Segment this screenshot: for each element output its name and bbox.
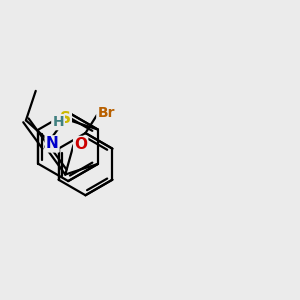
Text: S: S xyxy=(60,111,71,126)
Text: O: O xyxy=(74,137,87,152)
Text: H: H xyxy=(52,115,64,129)
Text: N: N xyxy=(46,136,59,152)
Text: Br: Br xyxy=(97,106,115,121)
